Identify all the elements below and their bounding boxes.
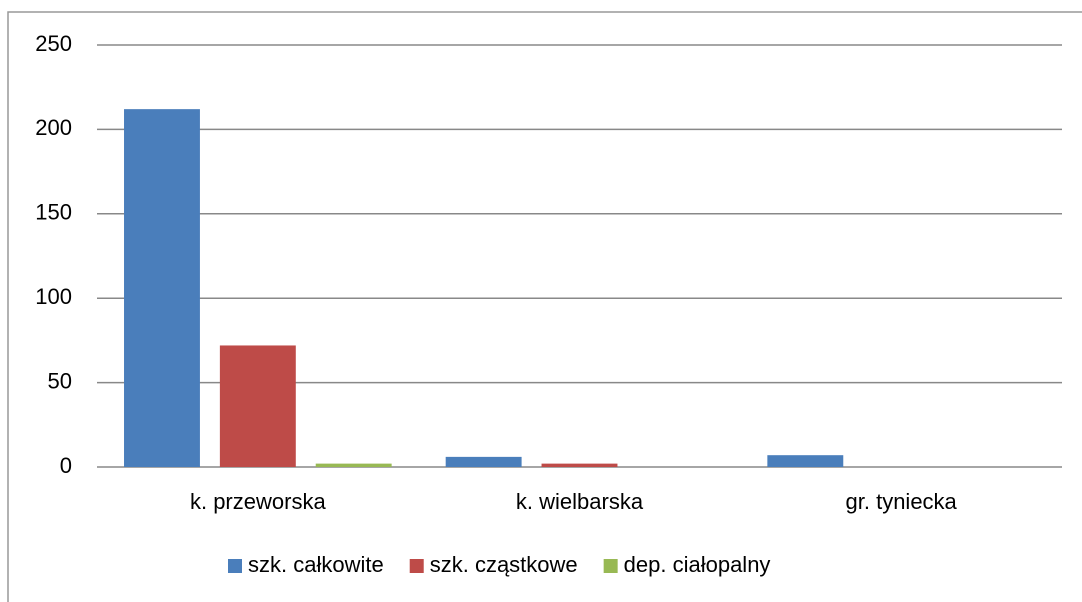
bar xyxy=(124,109,200,468)
chart-frame xyxy=(7,11,1082,602)
bar xyxy=(445,456,522,467)
y-tick-label: 250 xyxy=(35,31,72,56)
bar xyxy=(767,455,844,467)
y-tick-label: 200 xyxy=(35,115,72,140)
x-tick-label: gr. tyniecka xyxy=(846,489,958,514)
legend-label: szk. całkowite xyxy=(248,552,384,577)
bar xyxy=(315,463,392,467)
y-tick-label: 150 xyxy=(35,200,72,225)
legend-label: dep. ciałopalny xyxy=(624,552,771,577)
y-tick-label: 50 xyxy=(48,368,72,393)
x-tick-label: k. wielbarska xyxy=(516,489,644,514)
y-tick-label: 0 xyxy=(60,453,72,478)
bar xyxy=(219,345,296,467)
legend-swatch xyxy=(409,559,424,573)
legend-swatch xyxy=(603,559,618,573)
x-tick-label: k. przeworska xyxy=(190,489,326,514)
bar xyxy=(541,463,618,467)
legend-swatch xyxy=(228,559,242,573)
legend-label: szk. cząstkowe xyxy=(430,552,578,577)
y-tick-label: 100 xyxy=(35,284,72,309)
